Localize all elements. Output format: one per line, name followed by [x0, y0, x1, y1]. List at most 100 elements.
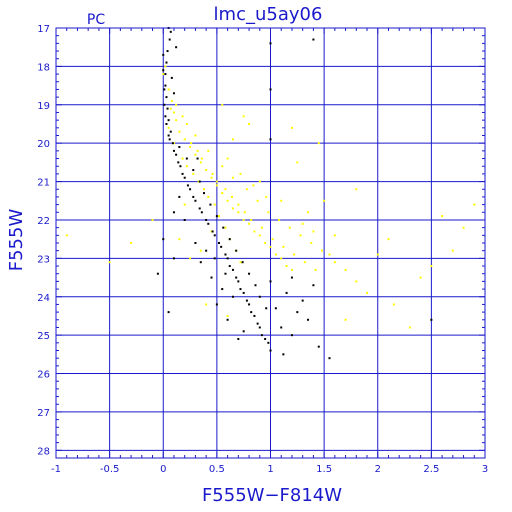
- black-data-point: [175, 153, 178, 156]
- black-data-point: [269, 42, 272, 45]
- yellow-data-point: [108, 261, 111, 264]
- black-data-point: [250, 311, 253, 314]
- y-tick-label: 22: [37, 216, 50, 227]
- yellow-data-point: [207, 195, 210, 198]
- yellow-data-point: [408, 326, 411, 329]
- yellow-data-point: [312, 230, 315, 233]
- yellow-data-point: [175, 119, 178, 122]
- black-data-point: [258, 295, 261, 298]
- yellow-data-point: [376, 253, 379, 256]
- x-tick-label: 0: [160, 464, 166, 475]
- yellow-data-point: [175, 103, 178, 106]
- black-data-point: [213, 257, 216, 260]
- yellow-data-point: [172, 142, 175, 145]
- black-data-point: [198, 207, 201, 210]
- yellow-data-point: [237, 203, 240, 206]
- x-tick-label: 0.5: [209, 464, 225, 475]
- black-data-point: [168, 38, 171, 41]
- black-data-point: [162, 238, 165, 241]
- yellow-data-point: [226, 314, 229, 317]
- yellow-data-point: [181, 115, 184, 118]
- black-data-point: [237, 280, 240, 283]
- yellow-data-point: [218, 215, 221, 218]
- black-data-point: [164, 73, 167, 76]
- yellow-data-point: [230, 195, 233, 198]
- yellow-data-point: [267, 211, 270, 214]
- black-data-point: [167, 311, 170, 314]
- black-data-point: [194, 242, 197, 244]
- yellow-data-point: [224, 226, 227, 229]
- yellow-data-point: [239, 261, 242, 264]
- yellow-data-point: [473, 203, 476, 206]
- yellow-data-point: [271, 238, 274, 241]
- yellow-data-point: [328, 253, 331, 256]
- black-data-point: [224, 253, 227, 256]
- corner-label: PC: [87, 12, 105, 28]
- yellow-data-point: [65, 234, 68, 237]
- yellow-data-point: [199, 249, 202, 252]
- yellow-data-point: [181, 157, 184, 160]
- black-data-point: [164, 84, 167, 87]
- yellow-data-point: [211, 172, 214, 175]
- black-data-point: [296, 311, 299, 314]
- yellow-data-point: [197, 180, 200, 183]
- y-tick-label: 28: [37, 446, 50, 457]
- black-data-point: [239, 288, 242, 291]
- x-tick-label: -1: [51, 464, 61, 475]
- yellow-data-point: [151, 218, 154, 221]
- black-data-point: [265, 307, 268, 310]
- black-data-point: [274, 307, 277, 310]
- black-data-point: [264, 337, 267, 340]
- black-data-point: [168, 138, 171, 141]
- yellow-data-point: [242, 218, 245, 221]
- yellow-data-point: [392, 303, 395, 306]
- black-data-point: [235, 276, 238, 279]
- black-data-point: [228, 265, 231, 268]
- yellow-data-point: [314, 268, 317, 271]
- yellow-data-point: [170, 99, 173, 102]
- x-axis-label: F555W−F814W: [202, 485, 342, 506]
- yellow-data-point: [278, 218, 281, 221]
- black-data-point: [175, 46, 178, 49]
- x-tick-label: 1: [267, 464, 273, 475]
- yellow-data-point: [285, 265, 288, 268]
- yellow-data-point: [178, 238, 181, 241]
- yellow-data-point: [265, 195, 268, 198]
- black-data-point: [179, 165, 182, 168]
- yellow-data-point: [189, 146, 192, 149]
- black-data-point: [215, 215, 218, 218]
- yellow-data-point: [226, 157, 229, 160]
- chart-title: lmc_u5ay06: [214, 4, 323, 25]
- black-data-point: [162, 53, 165, 56]
- black-data-point: [165, 122, 168, 125]
- yellow-data-point: [245, 188, 248, 191]
- yellow-data-point: [164, 65, 167, 68]
- yellow-data-point: [387, 238, 390, 241]
- black-data-point: [169, 30, 172, 33]
- black-data-point: [317, 345, 320, 348]
- black-data-point: [290, 276, 293, 279]
- black-data-point: [260, 334, 263, 337]
- black-data-point: [312, 38, 315, 41]
- yellow-data-point: [210, 176, 213, 179]
- yellow-data-point: [231, 138, 234, 141]
- black-data-point: [167, 134, 170, 137]
- y-tick-label: 19: [37, 101, 50, 112]
- black-data-point: [231, 268, 234, 271]
- black-data-point: [269, 88, 272, 91]
- black-data-point: [241, 261, 244, 264]
- y-tick-label: 24: [37, 293, 50, 304]
- yellow-data-point: [215, 180, 218, 183]
- x-tick-label: 1.5: [316, 464, 332, 475]
- yellow-data-point: [303, 261, 306, 264]
- black-data-point: [221, 288, 224, 291]
- black-data-point: [163, 88, 166, 91]
- yellow-data-point: [441, 215, 444, 218]
- black-data-point: [228, 238, 231, 241]
- y-tick-label: 18: [37, 62, 50, 73]
- yellow-data-point: [203, 188, 206, 191]
- yellow-data-point: [288, 226, 291, 229]
- black-data-point: [213, 234, 216, 237]
- yellow-data-point: [333, 234, 336, 237]
- yellow-data-point: [264, 242, 267, 244]
